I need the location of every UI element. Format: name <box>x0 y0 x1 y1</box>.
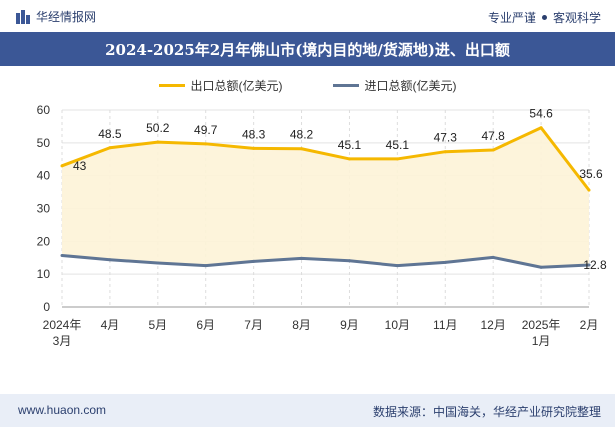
data-label-export: 49.7 <box>194 123 218 137</box>
data-label-export: 50.2 <box>146 121 170 135</box>
chart-title: 2024-2025年2月年佛山市(境内目的地/货源地)进、出口额 <box>0 32 615 66</box>
data-point-export <box>156 140 160 144</box>
data-label-export: 48.5 <box>98 127 122 141</box>
data-point-export <box>491 148 495 152</box>
data-point-import <box>252 259 256 263</box>
data-label-export: 35.6 <box>579 167 603 181</box>
data-point-import <box>587 263 591 267</box>
x-tick-label: 7月 <box>244 318 263 332</box>
data-point-import <box>395 264 399 268</box>
top-bar: 华经情报网 专业严谨 客观科学 <box>0 0 615 32</box>
area-fill <box>62 127 589 268</box>
data-point-import <box>204 264 208 268</box>
data-point-import <box>347 259 351 263</box>
data-label-export: 48.2 <box>290 128 314 142</box>
data-point-export <box>587 188 591 192</box>
x-tick-label: 10月 <box>385 318 410 332</box>
x-tick-label: 11月 <box>433 318 457 332</box>
data-point-import <box>300 256 304 260</box>
legend: 出口总额(亿美元) 进口总额(亿美元) <box>0 75 615 95</box>
data-point-export <box>108 146 112 150</box>
legend-label-import: 进口总额(亿美元) <box>364 78 457 93</box>
y-tick-label: 30 <box>37 202 51 216</box>
data-label-export: 43 <box>73 159 87 173</box>
data-label-export: 54.6 <box>529 107 553 121</box>
tagline-left: 专业严谨 <box>487 11 536 25</box>
brand[interactable]: 华经情报网 <box>16 8 96 25</box>
separator-dot-icon <box>541 15 547 20</box>
y-tick-label: 40 <box>37 169 51 183</box>
data-point-import <box>491 255 495 259</box>
legend-swatch-export-icon <box>158 83 185 87</box>
footer-source: 数据来源：中国海关，华经产业研究院整理 <box>372 405 601 419</box>
data-point-export <box>347 157 351 161</box>
y-tick-label: 50 <box>37 136 51 150</box>
data-label-import: 12.8 <box>583 258 607 272</box>
data-point-import <box>60 253 64 257</box>
series-line-export <box>61 126 591 192</box>
data-point-export <box>300 147 304 151</box>
footer: www.huaon.com 数据来源：中国海关，华经产业研究院整理 <box>0 394 615 427</box>
legend-label-export: 出口总额(亿美元) <box>190 78 283 93</box>
data-point-import <box>156 261 160 265</box>
data-label-export: 45.1 <box>386 138 410 152</box>
legend-item-import[interactable]: 进口总额(亿美元) <box>332 75 457 95</box>
brand-logo-icon <box>16 9 30 24</box>
data-point-export <box>443 150 447 154</box>
data-point-export <box>204 142 208 146</box>
legend-swatch-import-icon <box>332 83 359 87</box>
tagline: 专业严谨 客观科学 <box>488 9 601 26</box>
x-tick-label: 4月 <box>101 318 120 332</box>
data-label-export: 47.8 <box>482 129 506 143</box>
data-point-export <box>539 126 543 130</box>
data-point-export <box>60 164 64 168</box>
legend-item-export[interactable]: 出口总额(亿美元) <box>158 75 283 95</box>
x-tick-label: 12月 <box>481 318 506 332</box>
footer-site-link[interactable]: www.huaon.com <box>18 403 107 417</box>
y-tick-label: 0 <box>43 300 50 314</box>
x-tick-label: 8月 <box>292 318 311 332</box>
tagline-right: 客观科学 <box>552 11 601 25</box>
data-label-export: 48.3 <box>242 127 266 141</box>
data-point-export <box>252 146 256 150</box>
data-label-export: 45.1 <box>338 138 362 152</box>
data-point-import <box>443 260 447 264</box>
data-point-import <box>108 258 112 262</box>
data-label-export: 47.3 <box>434 131 458 145</box>
brand-name: 华经情报网 <box>36 10 97 24</box>
x-tick-label: 9月 <box>340 318 359 332</box>
y-tick-label: 10 <box>37 267 51 281</box>
x-tick-label: 2024年 3月 <box>43 318 82 348</box>
x-tick-label: 6月 <box>196 318 215 332</box>
y-tick-label: 60 <box>37 103 51 117</box>
series-line-import <box>61 253 590 269</box>
data-point-export <box>395 157 399 161</box>
data-point-import <box>539 265 543 269</box>
line-chart: 0 10 20 30 40 50 60 43 48.5 50.2 49.7 48.3 48.2 45.1 4… <box>37 103 607 348</box>
y-tick-label: 20 <box>37 234 51 248</box>
x-tick-label: 5月 <box>148 318 167 332</box>
x-tick-label: 2025年 1月 <box>522 318 561 348</box>
x-tick-label: 2月 <box>580 318 599 332</box>
